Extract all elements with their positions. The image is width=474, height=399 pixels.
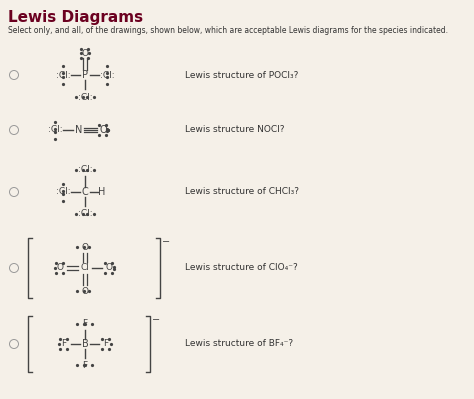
Text: P: P	[82, 70, 88, 80]
Text: Select only, and all, of the drawings, shown below, which are acceptable Lewis d: Select only, and all, of the drawings, s…	[8, 26, 448, 35]
Text: −: −	[162, 237, 170, 247]
Text: :Cl:: :Cl:	[78, 166, 92, 174]
Text: O: O	[82, 243, 89, 251]
Text: F: F	[82, 320, 88, 328]
Text: −: −	[152, 315, 160, 325]
Text: Lewis structure of CHCl₃?: Lewis structure of CHCl₃?	[185, 188, 299, 196]
Text: O: O	[82, 286, 89, 296]
Text: Lewis structure of POCl₃?: Lewis structure of POCl₃?	[185, 71, 298, 79]
Text: Cl: Cl	[81, 263, 90, 273]
Text: O: O	[106, 263, 112, 273]
Text: O: O	[82, 49, 89, 57]
Text: F: F	[62, 340, 66, 348]
Text: F: F	[82, 361, 88, 369]
Text: H: H	[98, 187, 106, 197]
Text: C: C	[82, 187, 88, 197]
Text: Lewis structure of BF₄⁻?: Lewis structure of BF₄⁻?	[185, 340, 293, 348]
Text: :Cl:: :Cl:	[48, 126, 62, 134]
Text: :Cl:: :Cl:	[78, 209, 92, 219]
Text: B: B	[82, 339, 88, 349]
Text: :Cl:: :Cl:	[100, 71, 114, 79]
Text: O: O	[99, 125, 107, 135]
Text: :Cl:: :Cl:	[78, 93, 92, 101]
Text: :Cl:: :Cl:	[55, 188, 70, 196]
Text: Lewis structure of ClO₄⁻?: Lewis structure of ClO₄⁻?	[185, 263, 298, 273]
Text: :Cl:: :Cl:	[55, 71, 70, 79]
Text: Lewis structure NOCl?: Lewis structure NOCl?	[185, 126, 284, 134]
Text: Lewis Diagrams: Lewis Diagrams	[8, 10, 143, 25]
Text: N: N	[75, 125, 82, 135]
Text: O: O	[56, 263, 64, 273]
Text: F: F	[103, 340, 109, 348]
